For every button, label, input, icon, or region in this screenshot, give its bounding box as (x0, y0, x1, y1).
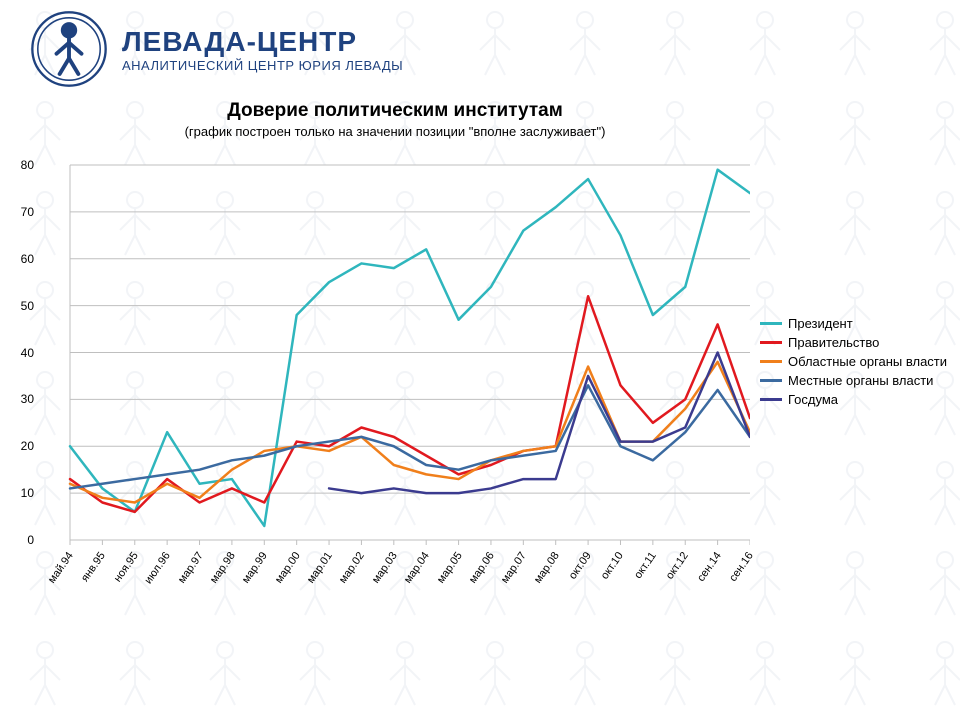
y-tick-label: 30 (21, 392, 34, 406)
chart-area: 01020304050607080май.94янв.95ноя.95июл.9… (40, 160, 750, 600)
org-subtitle: АНАЛИТИЧЕСКИЙ ЦЕНТР ЮРИЯ ЛЕВАДЫ (122, 58, 403, 73)
y-tick-label: 40 (21, 346, 34, 360)
legend-label: Госдума (788, 392, 838, 407)
legend-swatch (760, 360, 782, 363)
chart-title: Доверие политическим институтам (0, 100, 790, 122)
legend-swatch (760, 341, 782, 344)
legend-label: Президент (788, 316, 853, 331)
legend-label: Местные органы власти (788, 373, 933, 388)
legend-row: Президент (760, 316, 947, 331)
series-line (70, 296, 750, 512)
levada-logo-icon (30, 10, 108, 88)
y-tick-label: 50 (21, 299, 34, 313)
y-tick-label: 70 (21, 205, 34, 219)
legend-swatch (760, 379, 782, 382)
legend-label: Правительство (788, 335, 879, 350)
legend: Президент Правительство Областные органы в… (760, 312, 947, 411)
chart-title-block: Доверие политическим институтам (график … (0, 100, 790, 139)
legend-row: Госдума (760, 392, 947, 407)
y-tick-label: 10 (21, 486, 34, 500)
legend-row: Областные органы власти (760, 354, 947, 369)
legend-row: Местные органы власти (760, 373, 947, 388)
chart-subtitle: (график построен только на значении пози… (0, 124, 790, 139)
series-line (329, 353, 750, 494)
header: ЛЕВАДА-ЦЕНТР АНАЛИТИЧЕСКИЙ ЦЕНТР ЮРИЯ ЛЕ… (30, 10, 403, 88)
org-name: ЛЕВАДА-ЦЕНТР (122, 26, 403, 58)
chart-svg (40, 160, 750, 600)
y-tick-label: 60 (21, 252, 34, 266)
legend-swatch (760, 398, 782, 401)
series-line (70, 385, 750, 488)
y-tick-label: 80 (21, 158, 34, 172)
legend-swatch (760, 322, 782, 325)
y-tick-label: 0 (27, 533, 34, 547)
legend-label: Областные органы власти (788, 354, 947, 369)
legend-row: Правительство (760, 335, 947, 350)
y-tick-label: 20 (21, 439, 34, 453)
